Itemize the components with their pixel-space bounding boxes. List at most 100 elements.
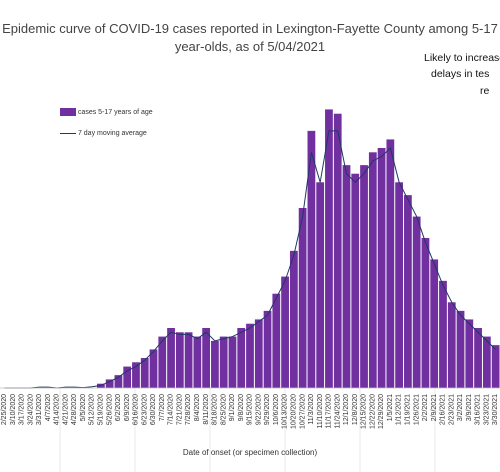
legend-swatch-line xyxy=(60,132,76,134)
x-tick-label: 3/31/2020 xyxy=(36,394,43,425)
bar xyxy=(272,293,281,388)
x-tick-label: 10/6/2020 xyxy=(273,394,280,425)
bar xyxy=(482,336,491,388)
bar xyxy=(351,173,360,388)
bar xyxy=(202,328,211,388)
x-tick-label: 4/7/2020 xyxy=(45,394,52,421)
bar xyxy=(298,208,307,388)
bar xyxy=(368,152,377,388)
x-tick-label: 5/19/2020 xyxy=(97,394,104,425)
x-tick-label: 2/23/2021 xyxy=(448,394,455,425)
bar xyxy=(316,182,325,388)
legend-item-average: 7 day moving average xyxy=(60,130,147,137)
x-tick-label: 3/24/2020 xyxy=(27,394,34,425)
bar xyxy=(175,332,184,388)
legend-label-average: 7 day moving average xyxy=(77,130,147,137)
x-tick-label: 11/10/2020 xyxy=(317,394,324,429)
bar xyxy=(228,336,237,388)
bar xyxy=(149,349,158,388)
bar xyxy=(132,362,140,388)
x-tick-label: 11/24/2020 xyxy=(334,394,341,429)
x-tick-label: 6/30/2020 xyxy=(150,394,157,425)
x-tick-label: 3/10/2020 xyxy=(10,394,17,425)
x-tick-label: 2/2/2021 xyxy=(422,394,429,421)
bar xyxy=(333,113,342,389)
x-tick-label: 3/9/2021 xyxy=(466,394,473,421)
bar xyxy=(386,139,395,388)
annotation-line-2: delays in tes xyxy=(431,68,490,80)
x-tick-label: 11/3/2020 xyxy=(308,394,315,425)
x-tick-label: 4/21/2020 xyxy=(62,394,69,425)
x-tick-label: 12/22/2020 xyxy=(369,394,376,429)
bar xyxy=(404,195,412,388)
x-tick-label: 5/5/2020 xyxy=(80,394,87,421)
x-tick-label: 8/25/2020 xyxy=(220,394,227,425)
x-tick-label: 9/15/2020 xyxy=(247,394,254,425)
x-tick-label: 10/13/2020 xyxy=(282,394,289,429)
x-tick-label: 1/12/2021 xyxy=(396,394,403,425)
x-tick-label: 7/28/2020 xyxy=(185,394,192,425)
x-tick-label: 9/29/2020 xyxy=(264,394,271,425)
bar xyxy=(307,130,316,389)
bar xyxy=(193,336,202,388)
x-tick-label: 11/17/2020 xyxy=(326,394,333,429)
bar xyxy=(167,328,175,388)
x-tick-label: 2/25/2020 xyxy=(1,394,8,425)
bar xyxy=(254,319,263,388)
x-tick-label: 7/14/2020 xyxy=(168,394,175,425)
x-tick-label: 3/30/2021 xyxy=(492,394,499,425)
x-tick-label: 2/9/2021 xyxy=(431,394,438,421)
chart-title-line-1: Epidemic curve of COVID-19 cases reporte… xyxy=(2,21,498,36)
x-tick-label: 6/2/2020 xyxy=(115,394,122,421)
x-tick-label: 6/16/2020 xyxy=(133,394,140,425)
x-tick-label: 12/8/2020 xyxy=(352,394,359,425)
x-tick-label: 1/19/2021 xyxy=(405,394,412,425)
bar xyxy=(465,319,474,388)
bar xyxy=(140,358,149,388)
x-tick-label: 6/9/2020 xyxy=(124,394,131,421)
x-tick-label: 2/16/2021 xyxy=(440,394,447,425)
x-tick-label: 9/22/2020 xyxy=(255,394,262,425)
bar xyxy=(281,276,289,388)
x-tick-label: 10/27/2020 xyxy=(299,394,306,429)
legend-label-cases: cases 5-17 years of age xyxy=(77,108,153,116)
x-tick-label: 12/29/2020 xyxy=(378,394,385,429)
bar xyxy=(184,332,193,388)
bar xyxy=(342,165,351,388)
bar xyxy=(289,250,298,388)
bar xyxy=(263,310,272,388)
x-tick-label: 3/16/2021 xyxy=(475,394,482,425)
bar xyxy=(421,238,430,388)
x-tick-label: 3/23/2021 xyxy=(483,394,490,425)
x-tick-label: 10/20/2020 xyxy=(290,394,297,429)
legend-swatch-bar xyxy=(60,108,76,116)
bar xyxy=(395,182,404,388)
bar xyxy=(105,379,114,388)
x-tick-label: 5/26/2020 xyxy=(106,394,113,425)
x-tick-label: 8/18/2020 xyxy=(212,394,219,425)
bar xyxy=(246,323,254,388)
bar xyxy=(430,259,439,388)
x-tick-label: 6/23/2020 xyxy=(141,394,148,425)
bar xyxy=(123,366,132,388)
x-tick-label: 3/2/2021 xyxy=(457,394,464,421)
legend-item-cases: cases 5-17 years of age xyxy=(60,108,153,116)
x-tick-label: 7/7/2020 xyxy=(159,394,166,421)
bar xyxy=(360,165,368,388)
bar xyxy=(114,375,123,388)
x-tick-label: 5/12/2020 xyxy=(89,394,96,425)
x-tick-label: 8/11/2020 xyxy=(203,394,210,425)
bar xyxy=(158,336,167,388)
x-axis-label: Date of onset (or specimen collection) xyxy=(182,448,318,457)
bar xyxy=(456,310,465,388)
x-tick-label: 3/17/2020 xyxy=(19,394,26,425)
x-tick-label: 7/21/2020 xyxy=(176,394,183,425)
moving-average-line xyxy=(4,130,496,389)
chart-title-line-2: year-olds, as of 5/04/2021 xyxy=(174,39,326,54)
x-tick-label: 4/28/2020 xyxy=(71,394,78,425)
bar xyxy=(474,328,482,388)
bar xyxy=(439,280,447,388)
bar xyxy=(219,336,228,388)
x-tick-label: 12/1/2020 xyxy=(343,394,350,425)
